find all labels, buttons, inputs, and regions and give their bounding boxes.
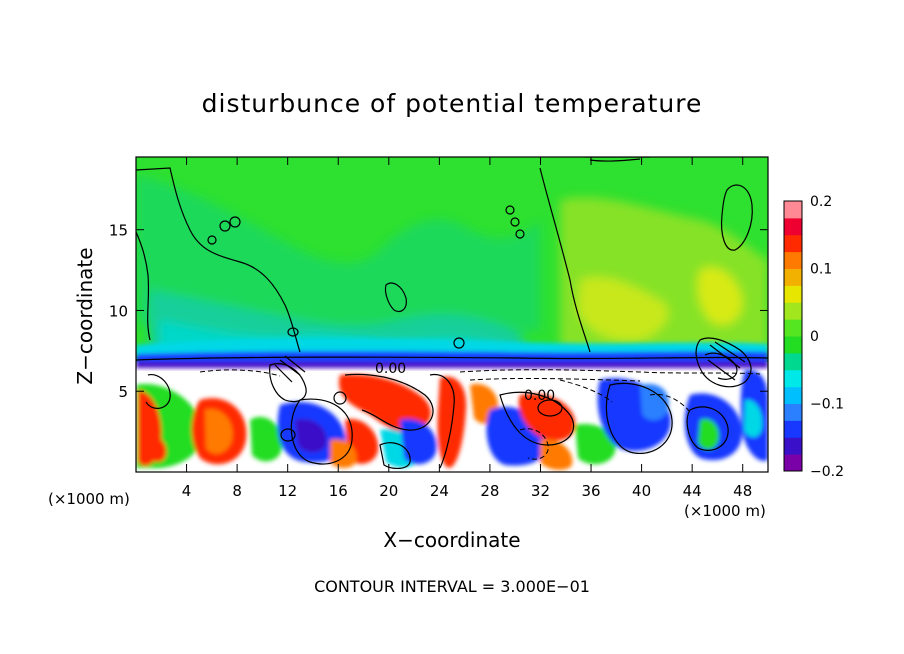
- colorbar-swatch: [784, 285, 802, 303]
- x-unit-right: (×1000 m): [684, 502, 766, 520]
- x-unit-left: (×1000 m): [48, 490, 130, 508]
- colorbar-swatch: [784, 319, 802, 337]
- y-axis-label: Z−coordinate: [73, 247, 97, 384]
- heatmap-field: 0.00 0.00: [136, 157, 768, 472]
- colorbar-swatch: [784, 403, 802, 421]
- colorbar-tick-label: 0.1: [810, 262, 832, 278]
- contour-label: 0.00: [375, 361, 406, 377]
- colorbar-swatch: [784, 201, 802, 219]
- contour-value-labels: 0.00 0.00: [375, 361, 555, 404]
- colorbar-swatch: [784, 420, 802, 438]
- x-tick-label: 8: [232, 482, 242, 500]
- colorbar: 0.2 0.1 0 −0.1 −0.2: [784, 194, 844, 480]
- colorbar-swatch: [784, 336, 802, 354]
- axis-ticks: [136, 157, 768, 472]
- y-axis-tick-labels: 5 10 15: [109, 222, 128, 402]
- chart-title: disturbunce of potential temperature: [202, 89, 703, 118]
- x-tick-label: 4: [182, 482, 192, 500]
- x-tick-label: 40: [632, 482, 651, 500]
- contour-lines: [136, 157, 768, 469]
- colorbar-swatch: [784, 302, 802, 320]
- negative-contours: [199, 369, 761, 460]
- colorbar-swatch: [784, 437, 802, 455]
- colorbar-tick-label: −0.1: [810, 397, 844, 413]
- x-tick-label: 12: [278, 482, 297, 500]
- colorbar-swatch: [784, 454, 802, 472]
- colorbar-frame: [783, 200, 803, 472]
- colorbar-swatch: [784, 386, 802, 404]
- colorbar-swatch: [784, 251, 802, 269]
- y-tick-label: 5: [118, 383, 128, 401]
- x-tick-label: 36: [581, 482, 600, 500]
- x-tick-label: 32: [531, 482, 550, 500]
- colorbar-swatch: [784, 352, 802, 371]
- y-tick-label: 15: [109, 222, 128, 240]
- contour-interval-note: CONTOUR INTERVAL = 3.000E−01: [314, 577, 590, 596]
- x-tick-label: 20: [379, 482, 398, 500]
- colorbar-tick-label: 0.2: [810, 194, 832, 210]
- plot-frame: [135, 156, 769, 473]
- x-tick-label: 24: [430, 482, 449, 500]
- colorbar-tick-label: −0.2: [810, 464, 844, 480]
- y-tick-label: 10: [109, 302, 128, 320]
- x-tick-label: 44: [683, 482, 702, 500]
- colorbar-tick-label: 0: [810, 329, 819, 345]
- x-tick-label: 48: [733, 482, 752, 500]
- x-tick-label: 28: [480, 482, 499, 500]
- colorbar-swatch: [784, 217, 802, 236]
- colorbar-swatch: [784, 268, 802, 286]
- colorbar-swatch: [784, 234, 802, 253]
- colorbar-swatch: [784, 369, 802, 388]
- contour-label: 0.00: [524, 388, 555, 404]
- x-axis-tick-labels: 4 8 12 16 20 24 28 32 36 40 44 48: [182, 482, 752, 500]
- x-axis-label: X−coordinate: [383, 528, 520, 552]
- x-tick-label: 16: [329, 482, 348, 500]
